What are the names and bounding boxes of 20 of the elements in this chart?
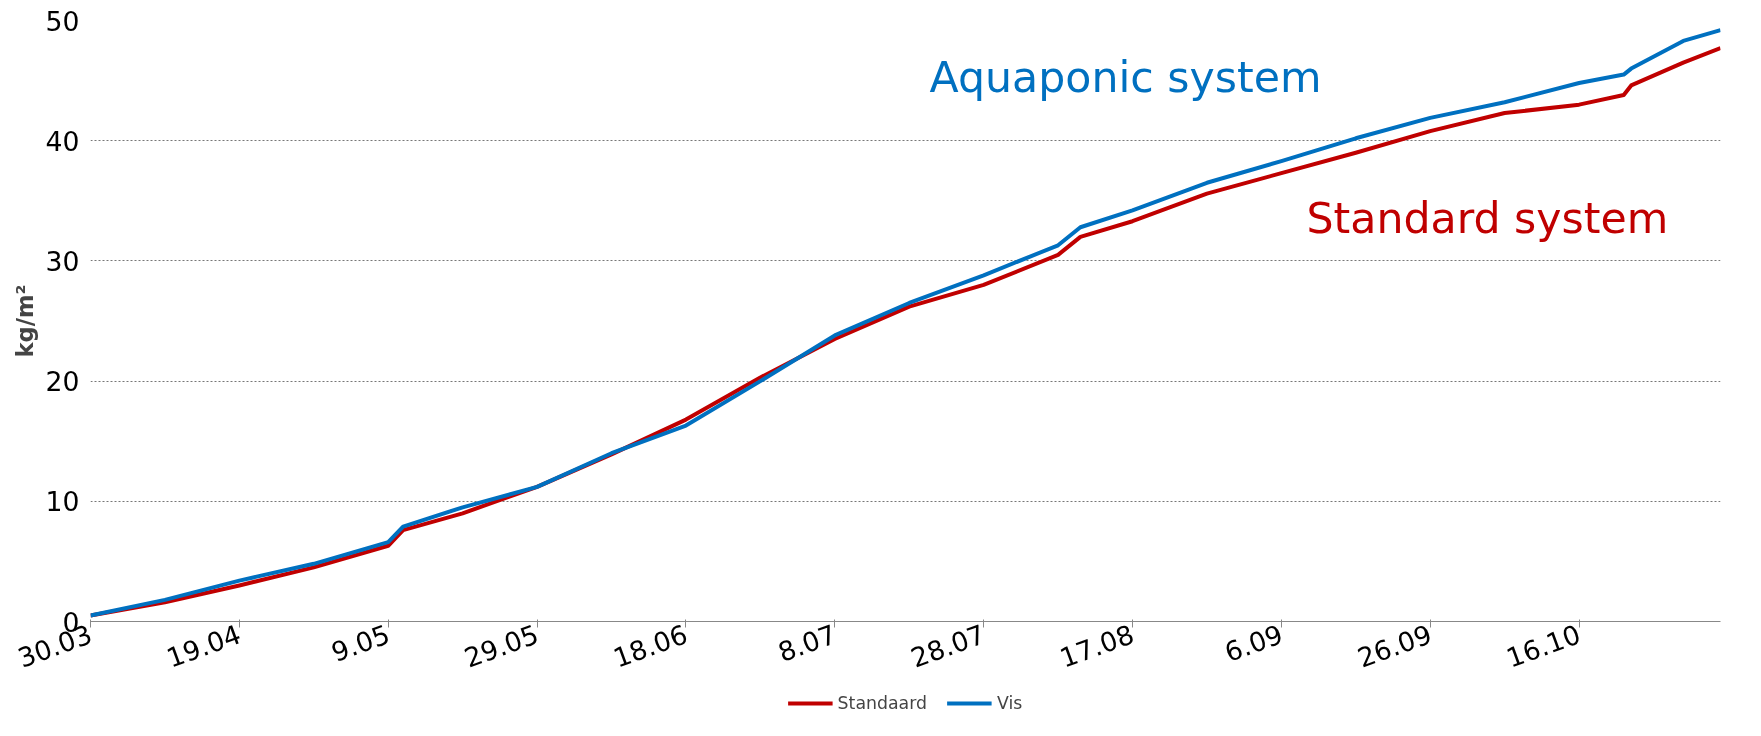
x-tick-label: 17.08 bbox=[1055, 618, 1138, 674]
x-tick-label: 19.04 bbox=[162, 618, 245, 674]
y-tick-label: 30 bbox=[45, 245, 80, 277]
x-tick-label: 6.09 bbox=[1220, 618, 1287, 668]
x-tick-label: 29.05 bbox=[460, 618, 543, 674]
x-tick-label: 26.09 bbox=[1353, 618, 1436, 674]
x-tick-label: 18.06 bbox=[609, 618, 692, 674]
x-tick-label: 16.10 bbox=[1502, 618, 1585, 674]
x-tick-label: 8.07 bbox=[773, 618, 841, 668]
y-tick-label: 50 bbox=[45, 5, 80, 37]
legend-label: Standaard bbox=[837, 692, 928, 713]
y-axis-title: kg/m² bbox=[11, 284, 38, 358]
y-tick-label: 20 bbox=[45, 366, 80, 398]
legend-label: Vis bbox=[997, 692, 1023, 713]
x-tick-label: 9.05 bbox=[327, 618, 394, 668]
annotation: Aquaponic system bbox=[929, 51, 1322, 102]
annotation: Standard system bbox=[1306, 192, 1669, 243]
y-tick-label: 10 bbox=[45, 486, 80, 518]
x-tick-label: 28.07 bbox=[906, 618, 990, 674]
y-tick-label: 40 bbox=[45, 125, 80, 157]
